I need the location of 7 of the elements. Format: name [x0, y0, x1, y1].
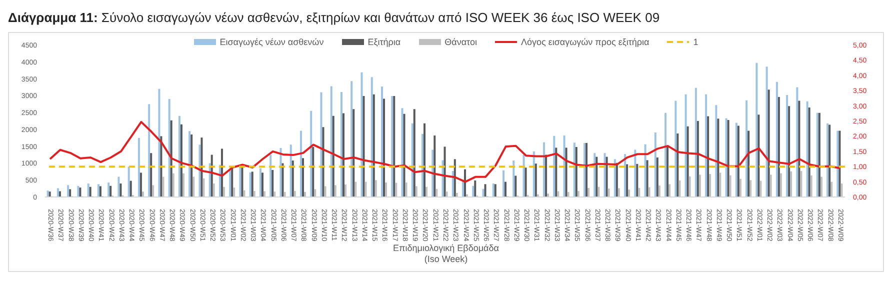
legend-label: 1: [693, 37, 698, 47]
x-axis-title: Επιδημιολογική Εβδομάδα (Iso Week): [392, 243, 500, 265]
legend-label: Εξιτήρια: [368, 37, 401, 47]
chart-title: Διάγραμμα 11: Σύνολο εισαγωγών νέων ασθενών, εξιτηρίων και θανάτων από ISO WEEK 36 έως ISO WEEK 09: [8, 9, 661, 27]
legend-label: Εισαγωγές νέων ασθενών: [220, 37, 324, 47]
legend-label: Θάνατοι: [444, 37, 477, 47]
legend-label: Λόγος εισαγωγών προς εξιτήρια: [520, 37, 650, 47]
